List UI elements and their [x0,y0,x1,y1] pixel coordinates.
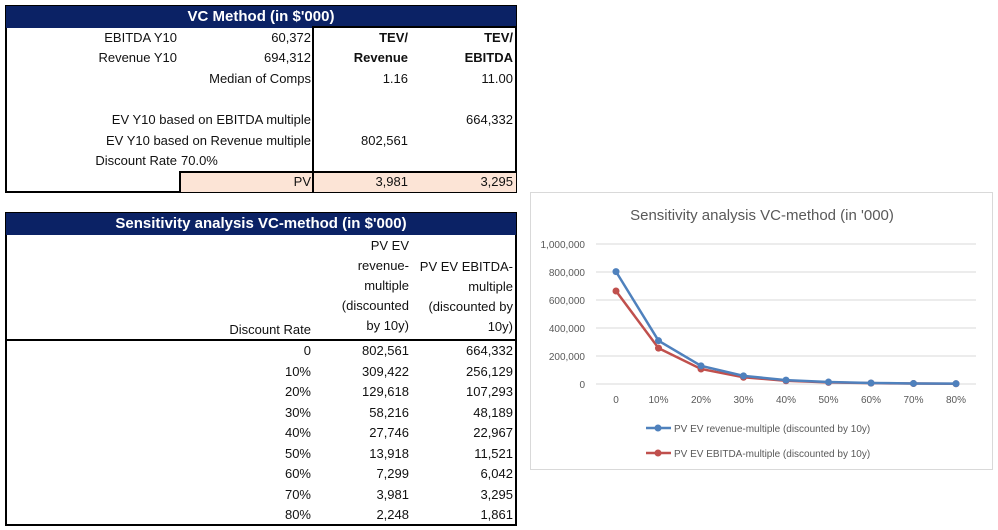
legend-marker [654,424,662,432]
row-pv-revenue: 27,746 [369,425,409,440]
row-pv-revenue: 129,618 [362,384,409,399]
x-tick-label: 0 [613,395,619,406]
row-pv-ebitda: 256,129 [466,363,513,379]
row-pv-ebitda: 664,332 [466,343,513,358]
legend-marker [654,449,662,457]
data-point [952,380,960,388]
header-line: 10y) [487,319,513,334]
revenue-label: Revenue Y10 [98,50,177,65]
data-point [740,372,747,380]
x-tick-label: 50% [818,395,838,406]
y-tick-label: 1,000,000 [541,240,586,251]
median-revenue: 1.16 [382,71,408,86]
row-discount-rate: 20% [284,384,311,399]
legend-label: PV EV revenue-multiple (discounted by 10… [674,424,870,435]
vc-right-box [312,26,517,193]
row-pv-ebitda: 48,189 [473,404,513,420]
ebitda-value: 60,372 [271,30,311,45]
row-pv-revenue: 2,248 [376,507,409,522]
row-pv-ebitda: 22,967 [473,425,513,440]
row-pv-revenue: 58,216 [369,404,409,420]
row-pv-revenue: 802,561 [362,343,409,358]
row-discount-rate: 80% [284,507,311,522]
row-discount-rate: 50% [284,445,311,461]
row-discount-rate: 70% [284,486,311,502]
row-pv-revenue: 7,299 [376,466,409,481]
row-discount-rate: 40% [284,425,311,440]
row-discount-rate: 0 [303,343,311,358]
vc-method-title: VC Method (in $'000) [6,6,516,28]
y-tick-label: 600,000 [549,296,586,307]
median-label: Median of Comps [209,71,311,86]
data-point [655,344,662,352]
chart-svg: Sensitivity analysis VC-method (in '000)… [541,207,976,460]
y-tick-label: 400,000 [549,324,586,335]
pv-label: PV [293,174,311,189]
ebitda-label: EBITDA Y10 [104,30,177,45]
ev-ebitda-label: EV Y10 based on EBITDA multiple [111,112,311,127]
series-line-2 [614,290,957,385]
data-point [655,337,662,345]
header-line: revenue- [357,258,409,273]
row-pv-revenue: 13,918 [369,445,409,461]
tev-revenue-header-2: Revenue [353,50,408,65]
x-tick-label: 70% [903,395,923,406]
ebitda-multiple-header: PV EV EBITDA-multiple (discounted by 10y) [420,257,513,337]
tev-ebitda-header-1: TEV/ [484,30,513,45]
chart-title: Sensitivity analysis VC-method (in '000) [630,207,894,224]
x-tick-label: 20% [691,395,711,406]
x-tick-label: 10% [648,395,668,406]
x-tick-label: 40% [776,395,796,406]
row-pv-ebitda: 3,295 [480,486,513,502]
row-discount-rate: 60% [284,466,311,481]
data-point [612,287,620,295]
row-pv-ebitda: 11,521 [474,445,513,461]
discount-rate-header: Discount Rate [229,322,311,337]
row-discount-rate: 30% [284,404,311,420]
sensitivity-title: Sensitivity analysis VC-method (in $'000… [6,213,516,235]
ev-ebitda-value: 664,332 [466,112,513,127]
x-tick-label: 80% [946,395,966,406]
row-pv-revenue: 3,981 [376,486,409,502]
pv-ebitda: 3,295 [480,174,513,189]
y-tick-label: 800,000 [549,268,586,279]
data-point [910,379,917,387]
discount-rate-label: Discount Rate [95,153,177,168]
x-tick-label: 60% [861,395,881,406]
header-line: (discounted by [428,299,513,314]
row-pv-ebitda: 107,293 [466,384,513,399]
legend-label: PV EV EBITDA-multiple (discounted by 10y… [674,449,870,460]
y-tick-label: 200,000 [549,352,586,363]
pv-row-fill [179,171,516,192]
data-point [782,376,790,384]
row-pv-ebitda: 6,042 [480,466,513,481]
header-line: multiple [468,279,513,294]
y-tick-label: 0 [579,380,585,391]
row-discount-rate: 10% [284,363,311,379]
header-line: PV EV EBITDA- [419,259,513,274]
ev-revenue-label: EV Y10 based on Revenue multiple [105,133,311,148]
data-point [825,378,832,386]
median-ebitda: 11.00 [481,71,513,86]
header-line: multiple [364,278,409,293]
discount-rate-value: 70.0% [181,153,218,168]
revenue-value: 694,312 [264,50,311,65]
pv-revenue: 3,981 [375,174,408,189]
tev-revenue-header-1: TEV/ [379,30,408,45]
ev-revenue-value: 802,561 [361,133,408,148]
data-point [612,268,620,276]
header-line: PV EV [370,238,409,253]
header-line: by 10y) [366,318,409,333]
sensitivity-chart: Sensitivity analysis VC-method (in '000)… [530,192,993,470]
revenue-multiple-header: PV EV revenue-multiple (discounted by 10y) [342,236,409,336]
row-pv-revenue: 309,422 [362,363,409,379]
data-point [697,362,705,370]
x-tick-label: 30% [733,395,753,406]
header-line: (discounted [341,298,409,313]
tev-ebitda-header-2: EBITDA [464,50,513,65]
row-pv-ebitda: 1,861 [480,507,513,522]
data-point [867,379,875,387]
